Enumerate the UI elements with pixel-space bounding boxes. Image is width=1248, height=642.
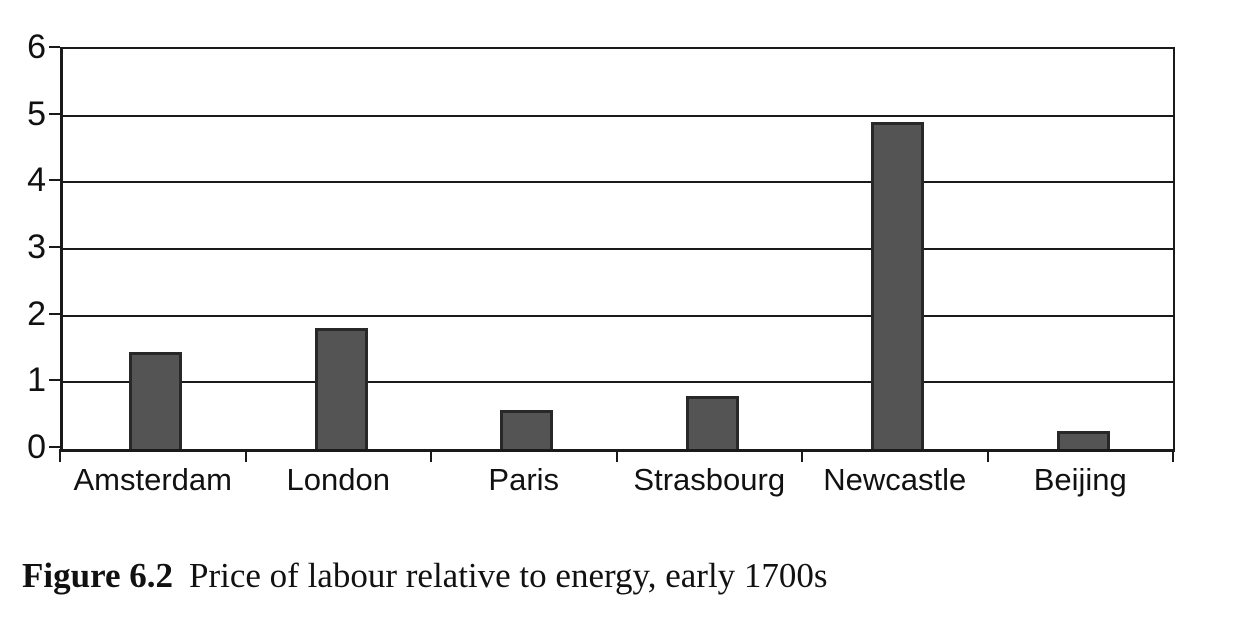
- x-axis-tick-mark: [1172, 449, 1174, 462]
- gridline-y-1: [63, 381, 1173, 384]
- figure-caption-number: Figure 6.2: [22, 556, 174, 595]
- y-axis-tick-mark: [49, 446, 60, 448]
- x-axis-tick-mark: [615, 449, 618, 462]
- x-axis-tick-mark: [801, 449, 803, 462]
- x-axis-category-label-strasbourg: Strasbourg: [633, 462, 786, 497]
- gridline-y-2: [63, 314, 1173, 317]
- gridline-y-5: [63, 114, 1173, 117]
- y-axis-tick-mark: [49, 379, 60, 382]
- x-axis-category-label-beijing: Beijing: [1033, 462, 1127, 497]
- y-axis-tick-mark: [49, 246, 60, 248]
- y-axis-tick-mark: [49, 179, 60, 182]
- y-axis-tick-label-0: 0: [27, 428, 46, 466]
- figure-caption: Figure 6.2 Price of labour relative to en…: [22, 556, 828, 596]
- y-axis-tick-label-5: 5: [27, 94, 46, 133]
- x-axis-tick-mark: [59, 449, 61, 462]
- figure-caption-title: Price of labour relative to energy, earl…: [189, 556, 828, 595]
- gridline-y-4: [63, 181, 1173, 184]
- y-axis-tick-label-1: 1: [27, 361, 46, 400]
- x-axis-tick-mark: [986, 449, 989, 462]
- x-axis-category-label-amsterdam: Amsterdam: [73, 462, 232, 497]
- plot-area: [60, 47, 1175, 452]
- y-axis-tick-label-6: 6: [27, 28, 46, 66]
- x-axis-category-label-paris: Paris: [488, 462, 560, 497]
- bar-london: [314, 327, 368, 449]
- y-axis-tick-label-3: 3: [27, 228, 46, 266]
- x-axis-tick-mark: [244, 449, 247, 462]
- y-axis-tick-mark: [49, 46, 60, 48]
- bar-amsterdam: [129, 352, 183, 449]
- gridline-y-3: [63, 248, 1173, 250]
- bar-strasbourg: [685, 395, 739, 449]
- x-axis-tick-mark: [430, 449, 432, 462]
- y-axis-tick-mark: [49, 112, 60, 115]
- x-axis-category-label-newcastle: Newcastle: [823, 462, 967, 497]
- y-axis-tick-mark: [49, 312, 60, 315]
- y-axis-tick-label-4: 4: [27, 161, 46, 200]
- bar-paris: [500, 410, 554, 449]
- y-axis-tick-label-2: 2: [27, 294, 46, 333]
- bar-newcastle: [871, 122, 925, 449]
- bar-beijing: [1056, 431, 1110, 449]
- x-axis-category-label-london: London: [286, 462, 390, 497]
